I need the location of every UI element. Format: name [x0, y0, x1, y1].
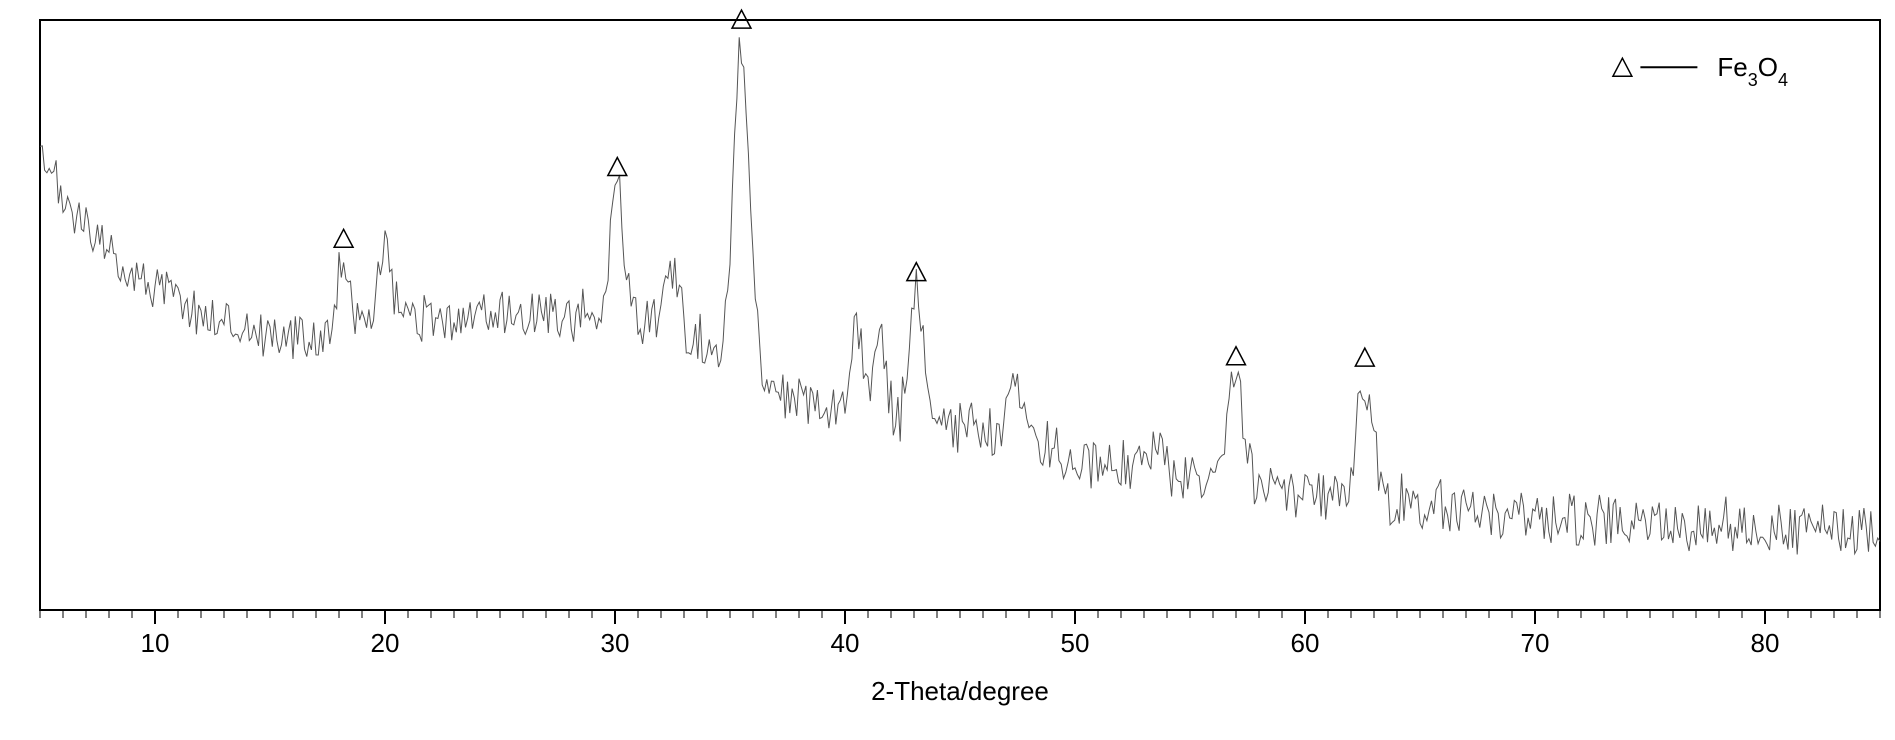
x-tick-label: 40	[831, 628, 860, 658]
x-tick-label: 80	[1751, 628, 1780, 658]
x-tick-label: 30	[601, 628, 630, 658]
x-tick-label: 70	[1521, 628, 1550, 658]
x-tick-label: 20	[371, 628, 400, 658]
x-tick-label: 60	[1291, 628, 1320, 658]
xrd-chart: 10203040506070802-Theta/degreeFe3O4	[0, 0, 1895, 740]
x-tick-label: 50	[1061, 628, 1090, 658]
chart-svg: 10203040506070802-Theta/degreeFe3O4	[0, 0, 1895, 740]
x-tick-label: 10	[141, 628, 170, 658]
x-axis-label: 2-Theta/degree	[871, 676, 1049, 706]
plot-area	[40, 20, 1880, 610]
